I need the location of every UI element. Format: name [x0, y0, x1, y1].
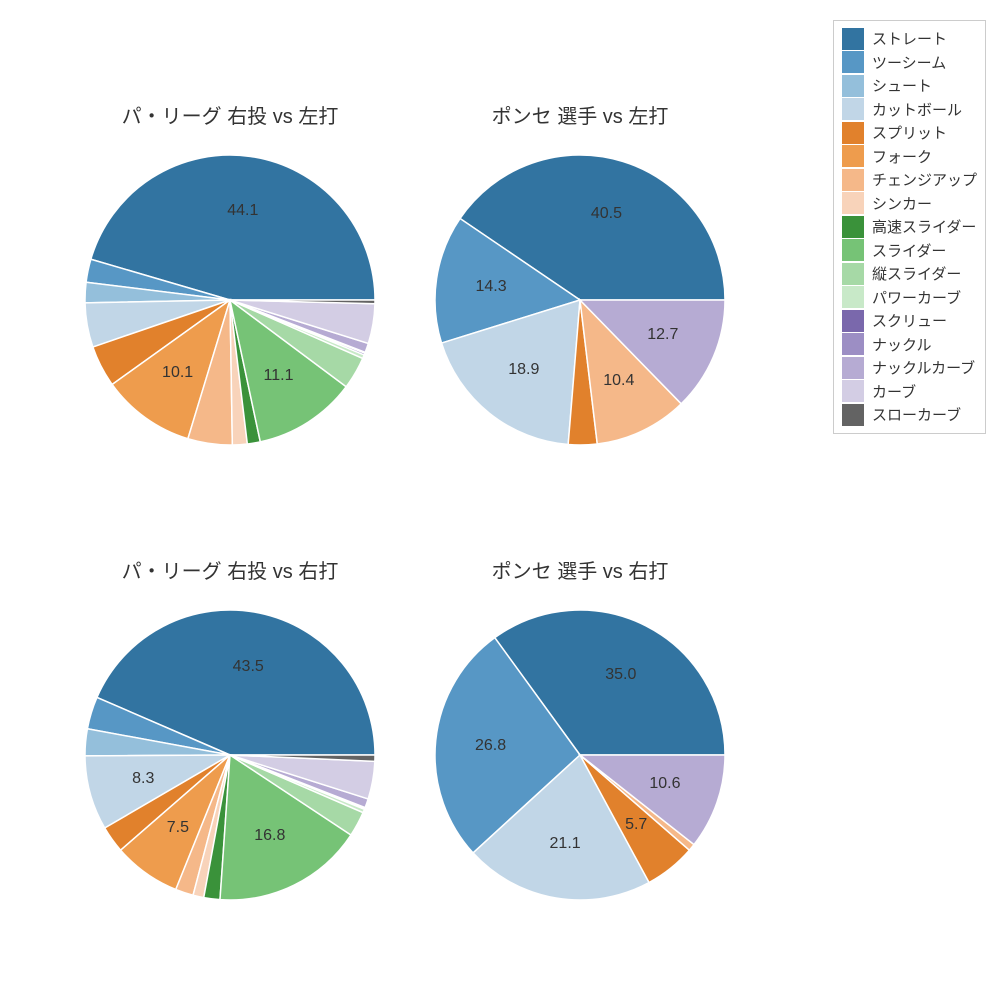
legend-item: シンカー: [842, 192, 977, 216]
legend-item: チェンジアップ: [842, 168, 977, 192]
legend-label: 縦スライダー: [872, 263, 961, 284]
legend-label: スローカーブ: [872, 404, 961, 425]
legend-item: ストレート: [842, 27, 977, 51]
chart-container: パ・リーグ 右投 vs 左打44.110.111.1ポンセ 選手 vs 左打40…: [0, 0, 1000, 1000]
legend-swatch: [842, 122, 864, 144]
legend-swatch: [842, 310, 864, 332]
legend-label: チェンジアップ: [872, 169, 977, 190]
legend-item: スクリュー: [842, 309, 977, 333]
legend-label: スプリット: [872, 122, 947, 143]
legend-item: パワーカーブ: [842, 286, 977, 310]
legend: ストレートツーシームシュートカットボールスプリットフォークチェンジアップシンカー…: [833, 20, 986, 434]
pie-chart: [83, 608, 377, 902]
legend-swatch: [842, 192, 864, 214]
legend-swatch: [842, 98, 864, 120]
legend-item: ナックルカーブ: [842, 356, 977, 380]
legend-label: パワーカーブ: [872, 287, 961, 308]
legend-label: シュート: [872, 75, 932, 96]
legend-label: シンカー: [872, 193, 932, 214]
legend-label: カーブ: [872, 381, 916, 402]
legend-label: ツーシーム: [872, 52, 946, 73]
legend-swatch: [842, 169, 864, 191]
legend-label: スライダー: [872, 240, 946, 261]
legend-item: 縦スライダー: [842, 262, 977, 286]
legend-label: ナックル: [872, 334, 932, 355]
legend-item: カーブ: [842, 380, 977, 404]
legend-item: 高速スライダー: [842, 215, 977, 239]
legend-swatch: [842, 28, 864, 50]
legend-swatch: [842, 145, 864, 167]
chart-title: パ・リーグ 右投 vs 左打: [70, 100, 390, 129]
chart-title: パ・リーグ 右投 vs 右打: [70, 555, 390, 584]
legend-label: ストレート: [872, 28, 947, 49]
legend-swatch: [842, 333, 864, 355]
legend-swatch: [842, 380, 864, 402]
legend-item: スプリット: [842, 121, 977, 145]
pie-chart: [433, 608, 727, 902]
legend-item: ツーシーム: [842, 51, 977, 75]
legend-item: ナックル: [842, 333, 977, 357]
legend-swatch: [842, 216, 864, 238]
legend-label: 高速スライダー: [872, 216, 976, 237]
legend-swatch: [842, 286, 864, 308]
legend-swatch: [842, 51, 864, 73]
chart-title: ポンセ 選手 vs 左打: [420, 100, 740, 129]
legend-swatch: [842, 404, 864, 426]
legend-swatch: [842, 357, 864, 379]
legend-item: フォーク: [842, 145, 977, 169]
legend-item: スライダー: [842, 239, 977, 263]
legend-label: フォーク: [872, 146, 932, 167]
legend-swatch: [842, 75, 864, 97]
legend-swatch: [842, 263, 864, 285]
pie-chart: [83, 153, 377, 447]
legend-item: スローカーブ: [842, 403, 977, 427]
pie-chart: [433, 153, 727, 447]
legend-swatch: [842, 239, 864, 261]
legend-label: ナックルカーブ: [872, 357, 975, 378]
chart-title: ポンセ 選手 vs 右打: [420, 555, 740, 584]
legend-label: カットボール: [872, 99, 962, 120]
legend-item: シュート: [842, 74, 977, 98]
legend-label: スクリュー: [872, 310, 947, 331]
legend-item: カットボール: [842, 98, 977, 122]
